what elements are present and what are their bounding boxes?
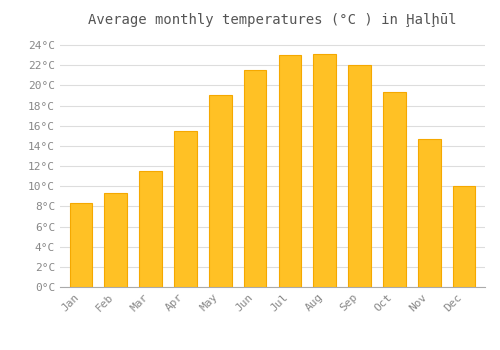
- Bar: [348, 65, 371, 287]
- Bar: [418, 139, 440, 287]
- Title: Average monthly temperatures (°C ) in Ḩalḩūl: Average monthly temperatures (°C ) in Ḩa…: [88, 13, 457, 27]
- Bar: [104, 193, 127, 287]
- Bar: [140, 171, 162, 287]
- Bar: [174, 131, 197, 287]
- Bar: [383, 92, 406, 287]
- Bar: [70, 203, 92, 287]
- Bar: [209, 96, 232, 287]
- Bar: [453, 186, 475, 287]
- Bar: [244, 70, 266, 287]
- Bar: [278, 55, 301, 287]
- Bar: [314, 54, 336, 287]
